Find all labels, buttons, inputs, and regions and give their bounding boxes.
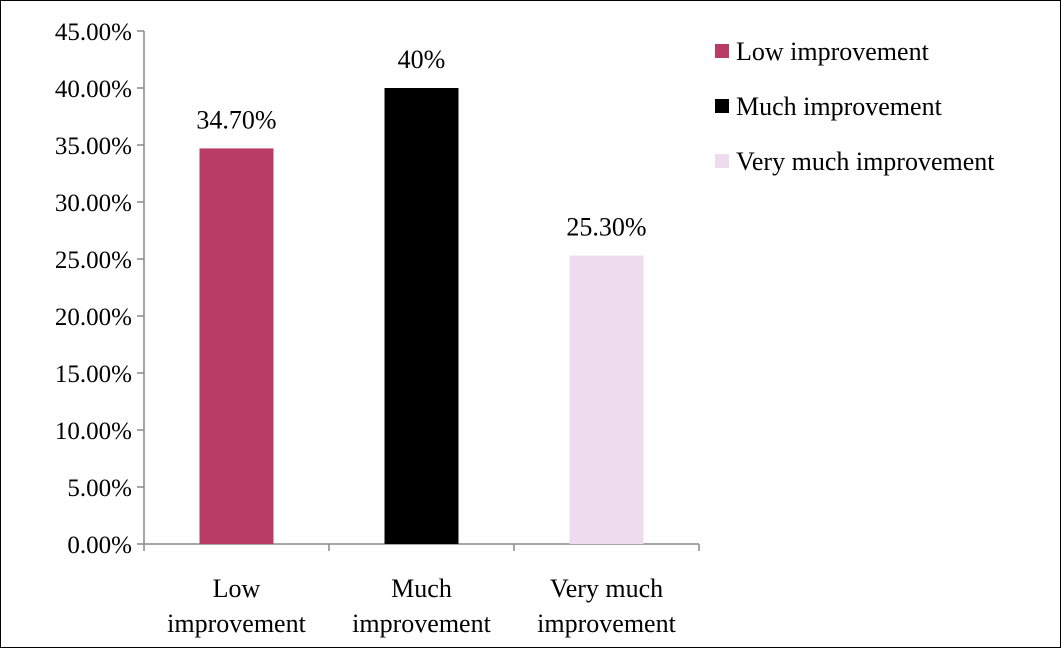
category-label: improvement [352,609,491,638]
category-label: improvement [167,609,306,638]
category-label: Much [391,574,452,603]
data-label: 34.70% [196,105,276,134]
y-tick-label: 10.00% [55,418,132,445]
y-tick-label: 45.00% [55,19,132,46]
y-tick-label: 30.00% [55,190,132,217]
category-label: Low [213,574,261,603]
y-tick-label: 35.00% [55,133,132,160]
y-tick-label: 25.00% [55,247,132,274]
data-label: 40% [398,45,446,74]
legend-label: Very much improvement [736,147,995,176]
legend: Low improvement Much improvement Very much… [715,37,995,176]
bar [569,255,644,544]
bars [199,88,644,545]
bar [384,88,459,544]
labels: 0.00% 5.00% 10.00% 15.00% 20.00% 25.00% 30.00%… [55,19,677,638]
y-tick-label: 0.00% [67,532,132,559]
bar [199,148,274,545]
y-tick-label: 20.00% [55,304,132,331]
legend-swatch [715,154,729,168]
legend-swatch [715,44,729,58]
legend-label: Low improvement [736,37,930,66]
y-tick-label: 15.00% [55,361,132,388]
y-tick-label: 5.00% [67,475,132,502]
category-label: improvement [537,609,676,638]
legend-swatch [715,99,729,113]
category-label: Very much [550,574,663,603]
data-label: 25.30% [566,213,646,242]
legend-label: Much improvement [736,92,943,121]
y-tick-label: 40.00% [55,76,132,103]
